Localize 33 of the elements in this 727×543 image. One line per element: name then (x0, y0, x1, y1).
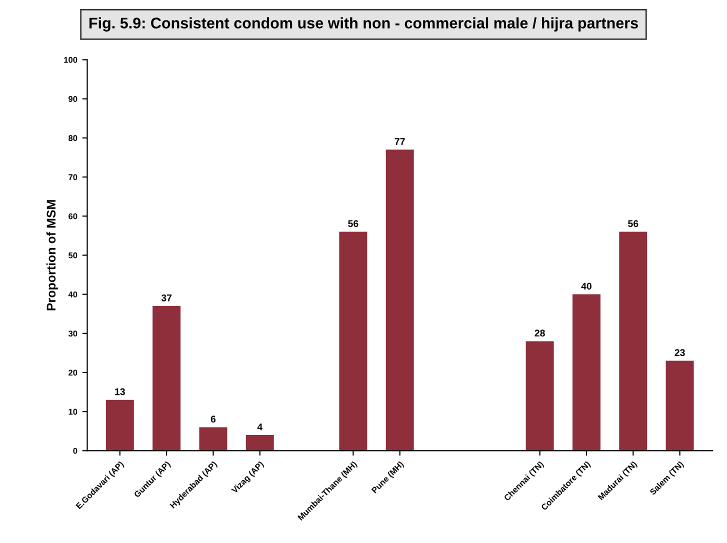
data-label: 13 (115, 388, 125, 396)
chart-title: Fig. 5.9: Consistent condom use with non - commercial male / hijra partners (89, 17, 638, 32)
bar (199, 427, 228, 451)
y-tick-label: 40 (68, 292, 78, 298)
bar (526, 341, 554, 451)
y-tick-label: 10 (68, 408, 78, 415)
data-label: 56 (348, 220, 358, 228)
data-label: 37 (161, 294, 172, 302)
y-tick-label: 30 (68, 330, 78, 337)
bar (339, 232, 368, 451)
bar (666, 360, 694, 451)
y-tick-label: 90 (68, 96, 78, 102)
y-tick-label: 50 (68, 252, 78, 258)
data-label: 40 (581, 282, 592, 290)
y-tick-label: 80 (68, 135, 78, 142)
data-label: 56 (628, 220, 638, 228)
y-tick-label: 70 (68, 174, 78, 180)
data-label: 23 (674, 349, 685, 356)
data-label: 77 (394, 138, 405, 145)
y-tick-label: 100 (64, 56, 78, 63)
data-label: 4 (257, 424, 263, 430)
bar (106, 400, 134, 451)
y-axis-title: Proportion of MSM (46, 200, 58, 310)
data-label: 28 (534, 330, 545, 337)
bar (152, 306, 181, 451)
bar (386, 150, 414, 451)
y-tick-label: 60 (68, 213, 78, 220)
bar (572, 294, 600, 451)
bar (246, 435, 274, 451)
data-label: 6 (210, 416, 216, 423)
y-tick-label: 20 (68, 370, 78, 376)
bar (619, 232, 648, 451)
y-tick-label: 0 (73, 448, 78, 454)
